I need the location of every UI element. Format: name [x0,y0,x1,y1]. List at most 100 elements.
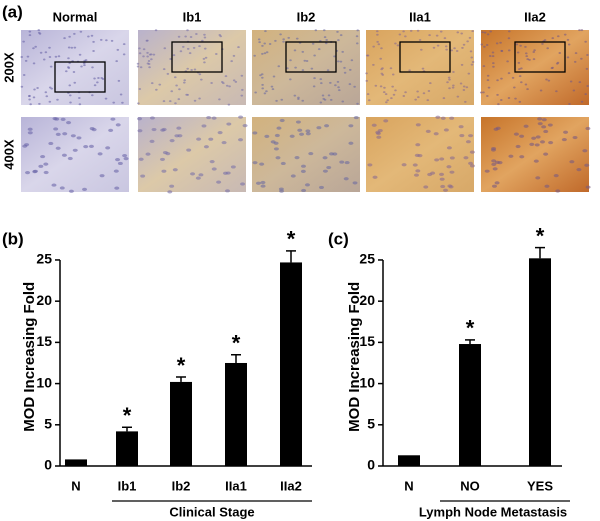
cell-nucleus [352,181,358,185]
x-tick-label: N [71,478,80,493]
cell-nucleus [439,30,443,33]
cell-nucleus [494,181,500,185]
cell-nucleus [255,181,261,185]
cell-nucleus [463,156,469,160]
cell-nucleus [146,51,149,54]
inset-box [399,41,451,73]
cell-nucleus [535,176,541,180]
cell-nucleus [20,55,24,58]
cell-nucleus [443,128,449,132]
cell-nucleus [277,65,281,68]
cell-nucleus [435,115,441,119]
cell-nucleus [446,165,452,169]
cell-nucleus [67,57,70,60]
cell-nucleus [115,60,118,63]
cell-nucleus [355,35,359,38]
cell-nucleus [297,98,300,101]
cell-nucleus [34,45,37,48]
cell-nucleus [96,81,99,84]
cell-nucleus [513,132,519,136]
cell-nucleus [447,76,451,79]
y-axis-label: MOD Increasing Fold [21,282,38,432]
cell-nucleus [486,74,490,77]
cell-nucleus [556,35,560,38]
cell-nucleus [198,45,201,48]
cell-nucleus [308,151,314,156]
cell-nucleus [426,99,430,102]
cell-nucleus [448,87,451,90]
cell-nucleus [396,44,400,47]
cell-nucleus [225,189,230,193]
cell-nucleus [383,119,389,123]
cell-nucleus [439,172,445,176]
cell-nucleus [91,66,94,69]
cell-nucleus [313,54,316,57]
cell-nucleus [402,30,405,33]
cell-nucleus [444,45,448,48]
cell-nucleus [572,135,578,140]
cell-nucleus [439,157,445,161]
cell-nucleus [108,128,114,132]
cell-nucleus [123,157,129,161]
cell-nucleus [319,78,323,81]
cell-nucleus [28,98,31,101]
cell-nucleus [289,59,292,62]
cell-nucleus [517,61,521,64]
cell-nucleus [148,53,152,56]
cell-nucleus [274,39,277,42]
cell-nucleus [500,98,503,101]
cell-nucleus [22,40,25,43]
cell-nucleus [336,60,340,63]
cell-nucleus [225,171,231,175]
micrograph [481,30,589,105]
cell-nucleus [384,93,388,96]
cell-nucleus [150,58,153,61]
cell-nucleus [531,136,537,140]
cell-nucleus [422,92,426,95]
cell-nucleus [537,122,543,126]
cell-nucleus [253,54,256,57]
cell-nucleus [468,36,472,39]
cell-nucleus [137,129,143,133]
cell-nucleus [462,43,466,46]
cell-nucleus [295,37,299,40]
cell-nucleus [366,54,370,57]
cell-nucleus [420,48,423,51]
cell-nucleus [486,79,490,82]
cell-nucleus [460,32,464,35]
cell-nucleus [294,156,300,160]
cell-nucleus [490,148,496,152]
cell-nucleus [37,29,41,32]
cell-nucleus [353,115,359,120]
cell-nucleus [415,143,421,147]
cell-nucleus [496,93,499,96]
cell-nucleus [263,42,267,45]
cell-nucleus [348,124,354,128]
cell-nucleus [67,66,70,69]
cell-nucleus [188,52,192,55]
inset-box [171,41,223,73]
cell-nucleus [117,79,121,82]
cell-nucleus [367,99,371,102]
cell-nucleus [339,34,343,37]
cell-nucleus [210,82,213,85]
cell-nucleus [383,86,386,89]
cell-nucleus [186,93,190,96]
cell-nucleus [576,168,582,172]
cell-nucleus [430,171,436,175]
cell-nucleus [48,141,54,146]
cell-nucleus [115,123,121,127]
cell-nucleus [198,73,202,76]
cell-nucleus [117,161,123,166]
cell-nucleus [500,77,503,80]
cell-nucleus [230,165,236,169]
cell-nucleus [319,101,323,104]
cell-nucleus [580,100,584,103]
cell-nucleus [56,98,59,101]
cell-nucleus [237,46,240,49]
cell-nucleus [336,80,340,83]
cell-nucleus [450,49,454,52]
column-header: Ib1 [183,9,202,24]
cell-nucleus [261,44,264,47]
cell-nucleus [401,163,407,167]
